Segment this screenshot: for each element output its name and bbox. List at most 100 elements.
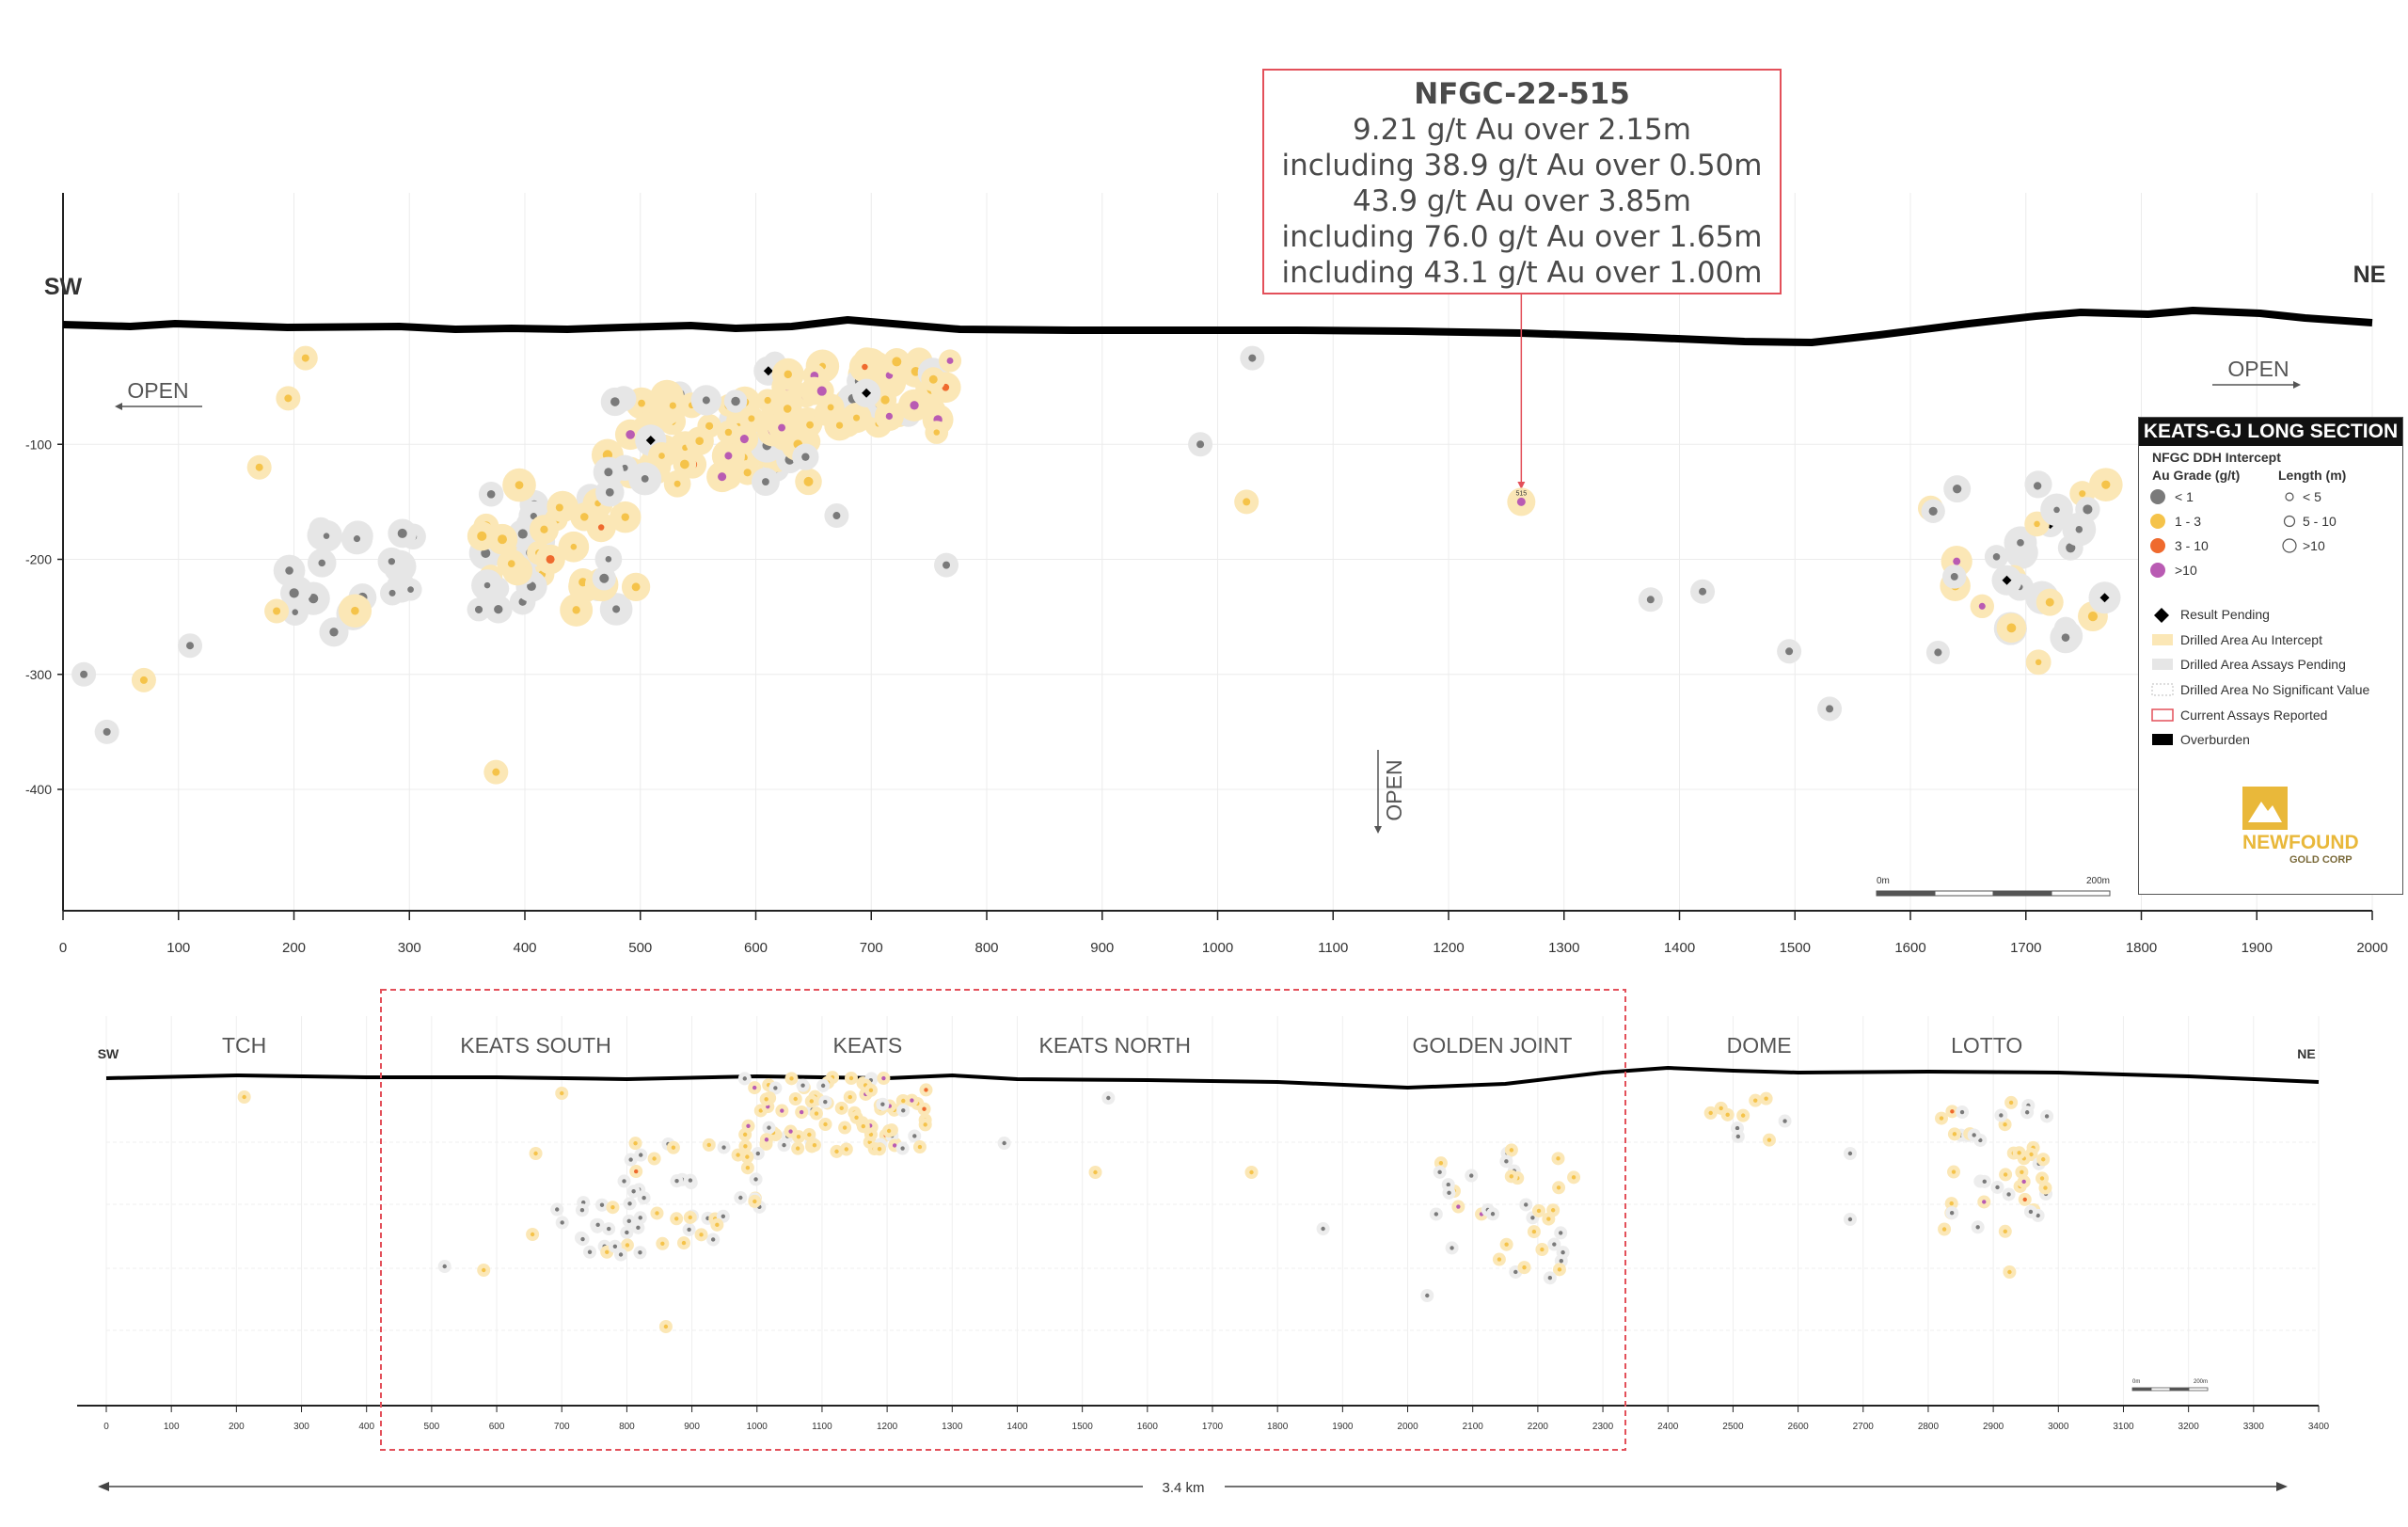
intercept-dot xyxy=(1556,1185,1561,1190)
intercept-dot xyxy=(515,481,524,489)
intercept-dot xyxy=(1826,705,1834,713)
intercept-dot xyxy=(852,414,861,422)
intercept-dot xyxy=(599,573,610,583)
intercept-dot xyxy=(605,1249,610,1254)
intercept-dot xyxy=(1248,354,1257,362)
scale-bar-segment xyxy=(2169,1387,2190,1392)
intercept-dot xyxy=(724,452,733,460)
intercept-dot xyxy=(1847,1151,1853,1156)
logo-subtitle: GOLD CORP xyxy=(2289,854,2353,866)
intercept-dot xyxy=(743,469,752,477)
x-tick-label: 1900 xyxy=(1332,1422,1354,1432)
intercept-dot xyxy=(758,1108,763,1113)
intercept-dot xyxy=(715,1222,720,1228)
scale-bar-segment xyxy=(2188,1387,2209,1392)
intercept-dot xyxy=(1106,1095,1111,1101)
intercept-dot xyxy=(540,525,548,533)
intercept-dot xyxy=(597,524,605,531)
result-pending-diamond-icon xyxy=(645,435,656,445)
intercept-dot xyxy=(655,1211,659,1216)
intercept-dot xyxy=(679,459,689,469)
intercept-dot xyxy=(946,358,954,364)
intercept-dot xyxy=(736,1153,740,1157)
assay-callout-box: NFGC-22-515 9.21 g/t Au over 2.15m inclu… xyxy=(1262,69,1782,294)
intercept-dot xyxy=(2006,623,2017,633)
x-tick-label: 400 xyxy=(358,1422,374,1432)
hole-515-label: 515 xyxy=(1515,490,1527,497)
intercept-dot xyxy=(901,1098,906,1104)
intercept-dot xyxy=(605,556,612,563)
x-tick-label: 1400 xyxy=(1006,1422,1028,1432)
intercept-dot xyxy=(323,533,330,539)
intercept-dot xyxy=(1953,557,1961,565)
intercept-dot xyxy=(1708,1110,1713,1116)
result-pending-diamond-icon xyxy=(2154,608,2169,623)
legend-item-label: Overburden xyxy=(2180,732,2250,747)
intercept-dot xyxy=(622,1179,626,1184)
scale-end-label: 200m xyxy=(2086,876,2110,886)
intercept-dot xyxy=(2024,1110,2030,1115)
intercept-dot xyxy=(923,1122,927,1127)
x-tick-label: 2800 xyxy=(1918,1422,1940,1432)
current-assays-swatch xyxy=(2151,708,2174,722)
x-tick-label: 1700 xyxy=(1202,1422,1224,1432)
intercept-dot xyxy=(2022,1197,2027,1202)
x-tick-label: 2600 xyxy=(1787,1422,1809,1432)
legend-grade-header: Au Grade (g/t) xyxy=(2152,468,2241,483)
x-tick-label: 2000 xyxy=(2356,940,2387,956)
intercept-dot xyxy=(1497,1257,1502,1262)
length-swatches xyxy=(2282,492,2297,553)
intercept-dot xyxy=(742,1132,748,1137)
intercept-dot xyxy=(1952,1132,1957,1137)
intercept-dot xyxy=(839,1105,844,1111)
intercept-dot xyxy=(530,1232,535,1237)
sw-label-bottom: SW xyxy=(98,1046,119,1061)
open-arrow-left-head xyxy=(115,403,122,410)
grade-label: 3 - 10 xyxy=(2175,538,2209,553)
intercept-dot xyxy=(1450,1246,1454,1250)
grade-swatch-gt10 xyxy=(2150,563,2165,578)
intercept-dot xyxy=(796,1134,801,1139)
intercept-dot xyxy=(1992,553,2001,561)
open-label: OPEN xyxy=(127,378,188,403)
intercept-dot xyxy=(1719,1105,1723,1111)
intercept-dot xyxy=(1243,498,1251,506)
scale-bar-segment xyxy=(2051,890,2111,897)
intercept-dot xyxy=(688,1215,692,1220)
intercept-dot xyxy=(2033,482,2042,490)
grade-label: 1 - 3 xyxy=(2175,514,2202,529)
intercept-dot xyxy=(699,1233,704,1237)
intercept-dot xyxy=(483,581,491,589)
intercept-dot xyxy=(1557,1267,1562,1272)
intercept-dot xyxy=(626,430,636,439)
intercept-dot xyxy=(673,1217,679,1221)
intercept-dot xyxy=(823,1100,828,1105)
zone-label: GOLDEN JOINT xyxy=(1412,1033,1572,1058)
intercept-dot xyxy=(628,1157,633,1162)
callout-line: including 76.0 g/t Au over 1.65m xyxy=(1281,220,1763,254)
x-tick-label: 1400 xyxy=(1664,940,1695,956)
intercept-dot xyxy=(1558,1231,1563,1235)
intercept-dot xyxy=(388,589,396,596)
intercept-dot xyxy=(329,628,339,637)
intercept-dot xyxy=(284,394,293,403)
intercept-dot xyxy=(560,1220,564,1225)
x-tick-label: 200 xyxy=(282,940,306,956)
intercept-dot xyxy=(2003,1122,2007,1127)
intercept-dot xyxy=(862,363,868,371)
intercept-dot xyxy=(517,529,528,539)
intercept-dot xyxy=(753,1177,758,1182)
result-pending-diamond-icon xyxy=(862,388,872,398)
x-tick-label: 1300 xyxy=(1548,940,1579,956)
x-tick-label: 100 xyxy=(164,1422,180,1432)
intercept-dot xyxy=(844,1147,849,1152)
intercept-dot xyxy=(2003,1229,2008,1234)
intercept-dot xyxy=(308,593,319,604)
intercept-dot xyxy=(1939,1116,1944,1121)
callout-line: 43.9 g/t Au over 3.85m xyxy=(1353,184,1691,218)
intercept-dot xyxy=(527,581,536,592)
intercept-dot xyxy=(477,531,487,541)
intercept-dot xyxy=(2039,1176,2045,1181)
x-tick-label: 2100 xyxy=(1463,1422,1484,1432)
x-tick-label: 1300 xyxy=(942,1422,963,1432)
